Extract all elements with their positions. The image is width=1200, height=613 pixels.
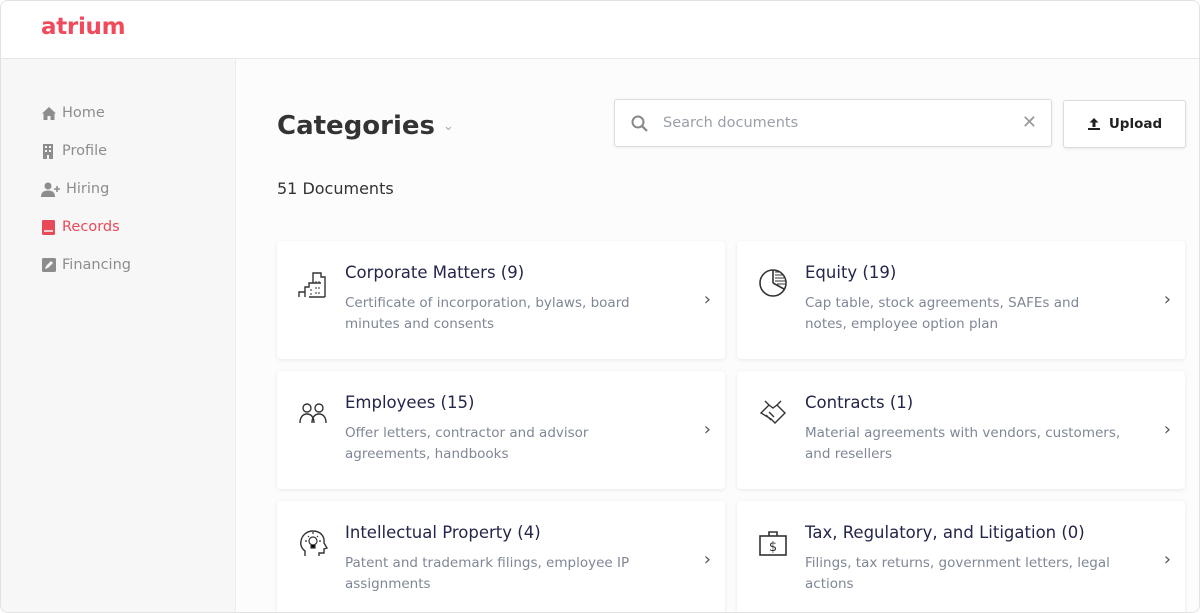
top-header: atrium bbox=[1, 1, 1199, 59]
category-description: Material agreements with vendors, custom… bbox=[805, 425, 1121, 462]
page-title: Categories bbox=[277, 111, 436, 141]
category-description: Cap table, stock agreements, SAFEs and n… bbox=[805, 295, 1080, 332]
category-description: Offer letters, contractor and advisor ag… bbox=[345, 425, 589, 462]
sidebar: Home Profile Hiring Records Financing bbox=[1, 59, 236, 612]
sidebar-item-label: Financing bbox=[62, 257, 131, 273]
category-card[interactable]: Contracts (1) Material agreements with v… bbox=[737, 371, 1185, 489]
money-briefcase-icon: $ bbox=[759, 531, 787, 556]
category-description: Patent and trademark filings, employee I… bbox=[345, 555, 630, 592]
category-title: Contracts (1) bbox=[805, 393, 914, 412]
category-card[interactable]: $ Tax, Regulatory, and Litigation (0) Fi… bbox=[737, 501, 1185, 612]
chevron-right-icon: › bbox=[1163, 289, 1171, 310]
sidebar-item-label: Profile bbox=[62, 143, 108, 159]
clear-search-icon[interactable]: ✕ bbox=[1021, 112, 1037, 133]
sidebar-item-label: Hiring bbox=[66, 181, 110, 197]
pie-chart-icon bbox=[759, 269, 787, 297]
atrium-logo[interactable]: atrium bbox=[41, 14, 126, 40]
search-input[interactable] bbox=[663, 100, 1013, 146]
category-title: Employees (15) bbox=[345, 393, 475, 412]
search-icon bbox=[631, 115, 648, 132]
upload-button[interactable]: Upload bbox=[1063, 100, 1186, 148]
category-card[interactable]: Corporate Matters (9) Certificate of inc… bbox=[277, 241, 725, 359]
category-card[interactable]: Intellectual Property (4) Patent and tra… bbox=[277, 501, 725, 612]
category-card[interactable]: Employees (15) Offer letters, contractor… bbox=[277, 371, 725, 489]
category-title: Equity (19) bbox=[805, 263, 897, 282]
building-icon bbox=[43, 143, 53, 159]
sidebar-item-label: Records bbox=[62, 219, 120, 235]
document-count: 51 Documents bbox=[277, 179, 394, 198]
chevron-right-icon: › bbox=[703, 549, 711, 570]
head-lightbulb-icon bbox=[300, 530, 329, 556]
chevron-right-icon: › bbox=[703, 289, 711, 310]
search-box: ✕ bbox=[614, 99, 1052, 147]
categories-dropdown[interactable]: Categories ⌄ bbox=[277, 111, 454, 141]
buildings-icon bbox=[298, 272, 326, 298]
upload-label: Upload bbox=[1108, 116, 1163, 132]
svg-text:$: $ bbox=[769, 540, 777, 555]
people-icon bbox=[299, 403, 327, 424]
category-description: Certificate of incorporation, bylaws, bo… bbox=[345, 295, 630, 332]
chevron-down-icon: ⌄ bbox=[443, 118, 454, 134]
category-title: Corporate Matters (9) bbox=[345, 263, 525, 282]
edit-icon bbox=[42, 257, 56, 272]
book-icon bbox=[42, 219, 55, 235]
sidebar-item-label: Home bbox=[62, 105, 105, 121]
home-icon bbox=[42, 106, 56, 120]
sidebar-item-profile[interactable]: Profile bbox=[41, 143, 107, 159]
handshake-icon bbox=[759, 400, 786, 424]
category-card[interactable]: Equity (19) Cap table, stock agreements,… bbox=[737, 241, 1185, 359]
main-content: Categories ⌄ 51 Documents ✕ Upload Corpo… bbox=[237, 59, 1199, 612]
category-title: Intellectual Property (4) bbox=[345, 523, 541, 542]
category-title: Tax, Regulatory, and Litigation (0) bbox=[805, 523, 1085, 542]
sidebar-item-records[interactable]: Records bbox=[41, 219, 120, 235]
chevron-right-icon: › bbox=[1163, 549, 1171, 570]
sidebar-item-home[interactable]: Home bbox=[41, 105, 105, 121]
chevron-right-icon: › bbox=[703, 419, 711, 440]
category-description: Filings, tax returns, government letters… bbox=[805, 555, 1110, 592]
user-plus-icon bbox=[41, 182, 60, 197]
sidebar-item-hiring[interactable]: Hiring bbox=[41, 181, 109, 197]
sidebar-item-financing[interactable]: Financing bbox=[41, 257, 131, 273]
upload-icon bbox=[1087, 118, 1100, 130]
chevron-right-icon: › bbox=[1163, 419, 1171, 440]
